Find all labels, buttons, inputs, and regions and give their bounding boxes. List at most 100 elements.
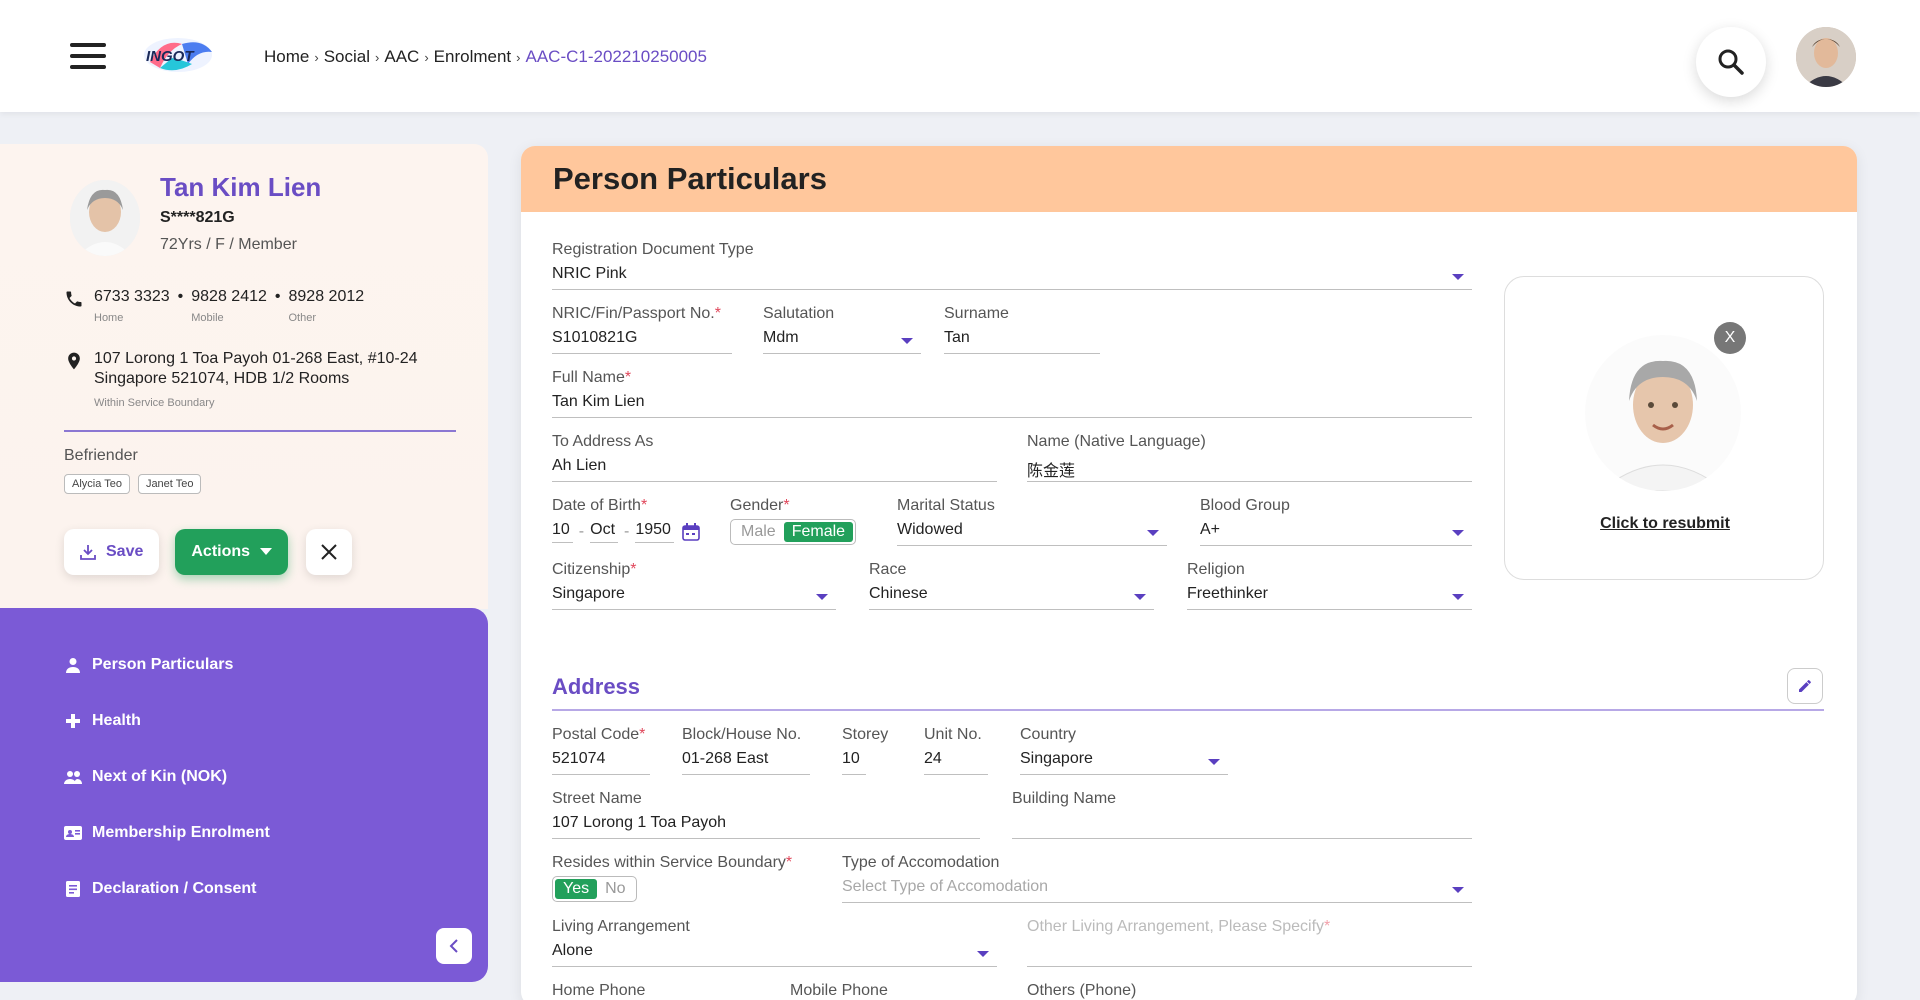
collapse-sidebar-button[interactable] <box>436 928 472 964</box>
nav-declaration-consent[interactable]: Declaration / Consent <box>64 880 256 898</box>
chevron-down-icon <box>1452 530 1464 536</box>
field-postal-code[interactable]: Postal Code* 521074 <box>552 726 650 775</box>
gender-male-option[interactable]: Male <box>741 523 776 540</box>
befriender-tags: Alycia Teo Janet Teo <box>64 474 209 494</box>
person-photo <box>1585 335 1741 491</box>
field-others-phone[interactable]: Others (Phone) <box>1027 982 1137 999</box>
chevron-down-icon <box>1452 274 1464 280</box>
download-icon <box>80 545 96 560</box>
nav-health[interactable]: Health <box>64 712 141 730</box>
phone-other[interactable]: 8928 2012 Other <box>288 288 365 324</box>
field-other-living-arrangement[interactable]: Other Living Arrangement, Please Specify… <box>1027 918 1472 967</box>
card-header: Person Particulars <box>521 146 1857 212</box>
befriender-tag[interactable]: Janet Teo <box>137 474 202 494</box>
breadcrumb-social[interactable]: Social <box>323 47 371 66</box>
field-building-name[interactable]: Building Name <box>1012 790 1472 839</box>
phone-icon <box>66 291 82 307</box>
ingot-logo[interactable]: INGOT <box>142 34 218 76</box>
resubmit-photo-link[interactable]: Click to resubmit <box>1600 515 1730 532</box>
field-salutation[interactable]: Salutation Mdm <box>763 305 921 354</box>
search-button[interactable] <box>1696 27 1766 97</box>
profile-meta: 72Yrs / F / Member <box>160 236 297 253</box>
card-icon <box>64 826 82 840</box>
gender-female-option[interactable]: Female <box>783 522 854 542</box>
field-home-phone[interactable]: Home Phone <box>552 982 646 999</box>
boundary-toggle[interactable]: Yes No <box>552 876 637 902</box>
chevron-left-icon <box>449 939 458 953</box>
field-native-name[interactable]: Name (Native Language) 陈金莲 <box>1027 433 1472 482</box>
chevron-down-icon <box>977 951 989 957</box>
edit-address-button[interactable] <box>1787 668 1823 704</box>
field-resides-within-boundary[interactable]: Resides within Service Boundary* Yes No <box>552 854 812 902</box>
address-line1: 107 Lorong 1 Toa Payoh 01-268 East, #10-… <box>94 350 418 367</box>
page-title: Person Particulars <box>553 161 827 196</box>
field-full-name[interactable]: Full Name* Tan Kim Lien <box>552 369 1472 418</box>
field-blood-group[interactable]: Blood Group A+ <box>1200 497 1472 546</box>
svg-text:INGOT: INGOT <box>146 48 195 65</box>
breadcrumb-home[interactable]: Home <box>264 47 310 66</box>
dob-month[interactable]: Oct <box>590 521 619 543</box>
phone-home[interactable]: 6733 3323 Home <box>94 288 170 324</box>
person-particulars-card: Person Particulars Registration Document… <box>521 146 1857 1000</box>
hamburger-menu-icon[interactable] <box>70 43 106 69</box>
chevron-down-icon <box>1452 594 1464 600</box>
calendar-icon[interactable] <box>682 522 700 541</box>
actions-label: Actions <box>191 543 251 560</box>
field-registration-document-type[interactable]: Registration Document Type NRIC Pink <box>552 241 1472 290</box>
breadcrumb-enrolment[interactable]: Enrolment <box>433 47 512 66</box>
profile-name: Tan Kim Lien <box>160 172 322 202</box>
save-button[interactable]: Save <box>64 529 160 575</box>
address-divider <box>552 709 1824 711</box>
field-marital-status[interactable]: Marital Status Widowed <box>897 497 1167 546</box>
profile-divider <box>64 430 456 432</box>
document-icon <box>64 881 82 897</box>
phone-mobile[interactable]: 9828 2412 Mobile <box>191 288 267 324</box>
breadcrumb: Home › Social › AAC › Enrolment › AAC-C1-202… <box>264 47 707 66</box>
close-button[interactable] <box>306 529 353 575</box>
field-accommodation-type[interactable]: Type of Accomodation Select Type of Acco… <box>842 854 1472 903</box>
field-storey[interactable]: Storey 10 <box>842 726 888 775</box>
gender-toggle[interactable]: Male Female <box>730 519 857 545</box>
dob-day[interactable]: 10 <box>552 521 573 543</box>
field-religion[interactable]: Religion Freethinker <box>1187 561 1472 610</box>
field-unit-no[interactable]: Unit No. 24 <box>924 726 988 775</box>
field-nric[interactable]: NRIC/Fin/Passport No.* S1010821G <box>552 305 732 354</box>
nav-membership-enrolment[interactable]: Membership Enrolment <box>64 824 270 842</box>
field-living-arrangement[interactable]: Living Arrangement Alone <box>552 918 997 967</box>
top-header: INGOT Home › Social › AAC › Enrolment › AAC-… <box>0 0 1920 112</box>
boundary-yes-option[interactable]: Yes <box>555 879 598 899</box>
cross-icon <box>64 714 82 728</box>
field-date-of-birth[interactable]: Date of Birth* 10 - Oct - 1950 <box>552 497 702 546</box>
dob-year[interactable]: 1950 <box>635 521 674 543</box>
chevron-down-icon <box>901 338 913 344</box>
save-label: Save <box>106 543 144 560</box>
field-country[interactable]: Country Singapore <box>1020 726 1228 775</box>
profile-photo <box>70 180 140 256</box>
chevron-down-icon <box>1208 759 1220 765</box>
chevron-down-icon <box>1134 594 1146 600</box>
chevron-down-icon <box>1452 887 1464 893</box>
phone-list: 6733 3323 Home • 9828 2412 Mobile • 8928 2… <box>64 288 372 324</box>
people-icon <box>64 770 82 784</box>
field-block-house-no[interactable]: Block/House No. 01-268 East <box>682 726 810 775</box>
field-citizenship[interactable]: Citizenship* Singapore <box>552 561 836 610</box>
profile-address: 107 Lorong 1 Toa Payoh 01-268 East, #10-… <box>64 349 418 413</box>
boundary-no-option[interactable]: No <box>605 880 626 897</box>
actions-dropdown-button[interactable]: Actions <box>175 529 289 575</box>
field-to-address-as[interactable]: To Address As Ah Lien <box>552 433 997 482</box>
address-line2: Singapore 521074, HDB 1/2 Rooms <box>94 370 350 387</box>
action-buttons: Save Actions <box>64 529 353 575</box>
breadcrumb-aac[interactable]: AAC <box>384 47 420 66</box>
nav-person-particulars[interactable]: Person Particulars <box>64 656 233 674</box>
field-race[interactable]: Race Chinese <box>869 561 1154 610</box>
caret-down-icon <box>260 548 273 555</box>
remove-photo-button[interactable]: X <box>1714 322 1746 354</box>
field-gender[interactable]: Gender* Male Female <box>730 497 880 545</box>
field-surname[interactable]: Surname Tan <box>944 305 1100 354</box>
field-mobile-phone[interactable]: Mobile Phone <box>790 982 888 999</box>
nav-next-of-kin[interactable]: Next of Kin (NOK) <box>64 768 227 786</box>
befriender-tag[interactable]: Alycia Teo <box>64 474 130 494</box>
user-avatar[interactable] <box>1796 27 1856 87</box>
field-street-name[interactable]: Street Name 107 Lorong 1 Toa Payoh <box>552 790 980 839</box>
address-note: Within Service Boundary <box>94 397 215 409</box>
